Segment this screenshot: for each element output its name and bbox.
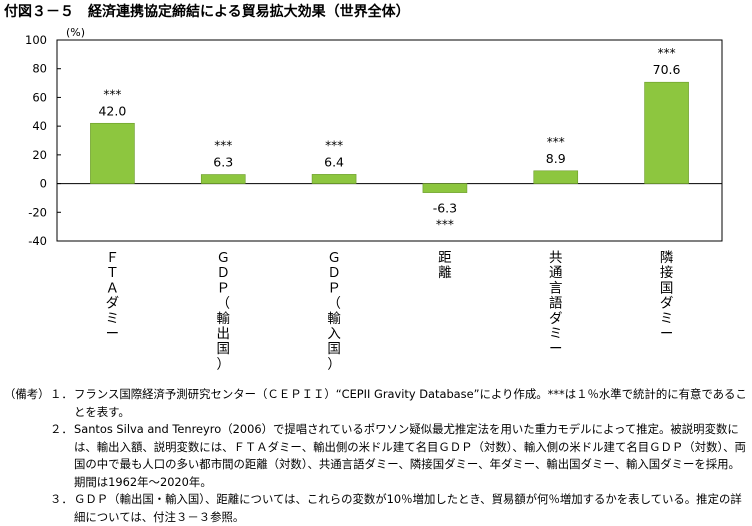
- y-tick-label: -40: [28, 234, 47, 248]
- note-item: ３． ＧＤＰ（輸出国・輸入国）、距離については、これらの変数が10％増加したとき、…: [4, 491, 748, 526]
- y-tick-label: 80: [32, 62, 47, 76]
- bar: [644, 81, 689, 184]
- x-tick-label: 共通言語ダミー: [549, 250, 563, 357]
- y-tick-label: 20: [32, 148, 47, 162]
- note-lead: ３．: [4, 491, 74, 526]
- note-item: ２． Santos Silva and Tenreyro（2006）で提唱されてい…: [4, 421, 748, 491]
- y-tick-label: -20: [28, 205, 47, 219]
- x-tick-label: 距離: [438, 250, 452, 281]
- bar: [422, 183, 468, 193]
- notes-label: （備考）: [4, 387, 50, 401]
- data-label: 6.4: [324, 154, 344, 169]
- significance-label: ***: [325, 138, 343, 152]
- note-text: Santos Silva and Tenreyro（2006）で提唱されているポ…: [74, 422, 746, 489]
- y-axis: -40 -20 0 20 40 60 80 100: [25, 33, 722, 248]
- data-label: -6.3: [433, 201, 457, 216]
- x-tick-label: ＧＤＰ（輸出国）: [217, 250, 231, 372]
- y-tick-label: 60: [32, 90, 47, 104]
- y-tick-label: 0: [40, 177, 47, 191]
- x-tick-label: ＦＴＡダミー: [106, 250, 120, 342]
- x-axis: ＦＴＡダミー ＧＤＰ（輸出国） ＧＤＰ（輸入国） 距離 共通言語ダミー 隣接国ダミー: [106, 250, 674, 372]
- data-label: 70.6: [653, 62, 681, 77]
- data-label: 42.0: [98, 103, 126, 118]
- y-tick-label: 100: [25, 33, 47, 47]
- note-number: ３．: [50, 492, 73, 506]
- bar-chart: (%) -40 -20 0 20 40 60 80 100 *** 42.0 *** 6.3 *** 6…: [25, 26, 723, 372]
- significance-label: ***: [436, 218, 454, 232]
- significance-label: ***: [547, 135, 565, 149]
- note-item: （備考）１． フランス国際経済予測研究センター（ＣＥＰＩＩ）“CEPII Grav…: [4, 386, 748, 421]
- significance-label: ***: [658, 46, 676, 60]
- bars: *** 42.0 *** 6.3 *** 6.4 -6.3 *** *** 8.9 *** 70.6: [90, 46, 689, 232]
- note-number: ２．: [50, 422, 73, 436]
- plot-frame: [56, 39, 723, 242]
- note-text: フランス国際経済予測研究センター（ＣＥＰＩＩ）“CEPII Gravity Da…: [74, 387, 747, 419]
- y-unit-label: (%): [66, 26, 85, 39]
- note-lead: ２．: [4, 421, 74, 491]
- y-tick-label: 40: [32, 119, 47, 133]
- x-tick-label: 隣接国ダミー: [660, 250, 674, 342]
- note-text: ＧＤＰ（輸出国・輸入国）、距離については、これらの変数が10％増加したとき、貿易…: [74, 492, 742, 524]
- note-lead: （備考）１．: [4, 386, 74, 421]
- note-number: １．: [50, 387, 73, 401]
- bar: [200, 174, 246, 184]
- figure-title: 付図３－５ 経済連携協定締結による貿易拡大効果（世界全体）: [4, 4, 410, 20]
- data-label: 6.3: [213, 155, 233, 170]
- bar: [311, 174, 357, 184]
- bar: [533, 170, 579, 184]
- significance-label: ***: [214, 139, 232, 153]
- data-label: 8.9: [546, 151, 566, 166]
- significance-label: ***: [103, 87, 121, 101]
- bar: [90, 122, 135, 184]
- notes: （備考）１． フランス国際経済予測研究センター（ＣＥＰＩＩ）“CEPII Grav…: [4, 386, 748, 526]
- x-tick-label: ＧＤＰ（輸入国）: [327, 250, 341, 372]
